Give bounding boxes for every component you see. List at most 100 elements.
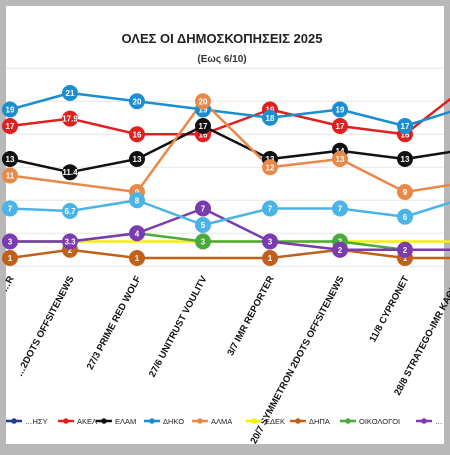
- data-point: [2, 233, 18, 250]
- legend-label: ΟΙΚΟΛΟΓΟΙ: [359, 417, 400, 426]
- legend-marker: [197, 418, 203, 424]
- data-point: [195, 233, 211, 250]
- data-label: 19: [336, 106, 345, 115]
- legend-marker: [251, 418, 257, 424]
- data-label: 13: [6, 155, 15, 164]
- data-point: [195, 118, 211, 134]
- data-point: [129, 250, 145, 266]
- data-point: [129, 93, 145, 110]
- data-label: 16: [199, 130, 208, 139]
- data-point: [397, 184, 413, 200]
- data-point: [2, 101, 18, 118]
- data-point: [195, 93, 211, 110]
- data-point: [262, 250, 278, 266]
- data-point: [62, 164, 78, 181]
- legend-marker: [345, 418, 351, 424]
- chart-panel: [6, 6, 444, 444]
- series-line: [9, 248, 450, 260]
- data-label: 3: [268, 238, 273, 247]
- data-label: 3.3: [64, 238, 76, 247]
- data-label: 17: [199, 122, 208, 131]
- data-point: [2, 118, 18, 134]
- data-label: 5: [201, 221, 206, 230]
- data-point: [129, 225, 145, 242]
- legend-label: ΔΗΚΟ: [163, 417, 184, 426]
- data-label: 2: [338, 246, 343, 255]
- data-point: [62, 85, 78, 101]
- legend-marker: [421, 418, 427, 424]
- chart-title: ΟΛΕΣ ΟΙ ΔΗΜΟΣΚΟΠΗΣΕΙΣ 2025: [122, 31, 323, 46]
- legend-label: …: [435, 417, 443, 426]
- data-point: [2, 200, 18, 217]
- data-label: 7: [268, 205, 273, 214]
- data-point: [2, 250, 18, 266]
- data-point: [332, 200, 348, 217]
- legend-label: ΔΗΠΑ: [309, 417, 330, 426]
- series-points: 1717.916161917161311.4131713141319212019…: [2, 85, 413, 266]
- data-point: [129, 151, 145, 167]
- data-point: [262, 233, 278, 250]
- data-point: [397, 208, 413, 225]
- legend-label: …ΗΣΥ: [25, 417, 48, 426]
- data-label: 3: [201, 238, 206, 247]
- data-point: [332, 151, 348, 167]
- data-point: [2, 167, 18, 184]
- legend: …ΗΣΥ ΑΚΕΛ ΕΛΑΜ ΔΗΚΟ ΑΛΜΑ ΕΔΕΚ ΔΗΠΑ ΟΙΚΟΛΟΓΟΙ…: [6, 417, 443, 426]
- data-label: 9: [403, 188, 408, 197]
- data-label: 3: [8, 238, 13, 247]
- legend-label: ΑΛΜΑ: [211, 417, 232, 426]
- data-point: [262, 159, 278, 176]
- data-label: 7: [8, 205, 13, 214]
- legend-marker: [63, 418, 69, 424]
- data-label: 11.4: [62, 168, 78, 177]
- data-label: 13: [133, 155, 142, 164]
- data-label: 2: [403, 246, 408, 255]
- data-point: [62, 233, 78, 250]
- data-point: [2, 151, 18, 167]
- series-line: [9, 100, 450, 194]
- data-label: 6: [403, 213, 408, 222]
- data-label: 19: [6, 106, 15, 115]
- data-point: [332, 101, 348, 118]
- gridlines: [6, 67, 444, 267]
- data-label: 16: [401, 130, 410, 139]
- data-point: [195, 217, 211, 233]
- data-label: 11: [6, 172, 15, 181]
- data-point: [62, 202, 78, 219]
- data-label: 18: [266, 114, 275, 123]
- legend-marker: [295, 418, 301, 424]
- legend-marker: [11, 418, 17, 424]
- data-label: 16: [133, 130, 142, 139]
- data-point: [262, 200, 278, 217]
- chart-subtitle: (Εως 6/10): [197, 54, 246, 65]
- data-point: [129, 126, 145, 143]
- data-label: 1: [135, 254, 140, 263]
- data-label: 2: [68, 246, 73, 255]
- data-label: 1: [8, 254, 13, 263]
- data-label: 6.7: [64, 207, 76, 216]
- data-label: 7: [338, 205, 343, 214]
- data-label: 17: [401, 122, 410, 131]
- legend-label: ΕΔΕΚ: [265, 417, 285, 426]
- legend-label: ΑΚΕΛ: [77, 417, 97, 426]
- data-label: 20: [133, 97, 142, 106]
- data-label: 19: [199, 106, 208, 115]
- data-label: 1: [403, 254, 408, 263]
- data-label: 13: [336, 155, 345, 164]
- data-point: [332, 118, 348, 134]
- data-label: 21: [66, 89, 75, 98]
- data-label: 13: [401, 155, 410, 164]
- legend-marker: [101, 418, 107, 424]
- data-label: 17.9: [62, 115, 78, 124]
- data-label: 4: [135, 229, 140, 238]
- data-point: [397, 151, 413, 167]
- data-label: 12: [266, 163, 275, 172]
- data-label: 17: [336, 122, 345, 131]
- data-label: 7: [201, 205, 206, 214]
- data-point: [397, 118, 413, 134]
- data-point: [397, 241, 413, 258]
- data-point: [129, 192, 145, 209]
- data-point: [62, 110, 78, 127]
